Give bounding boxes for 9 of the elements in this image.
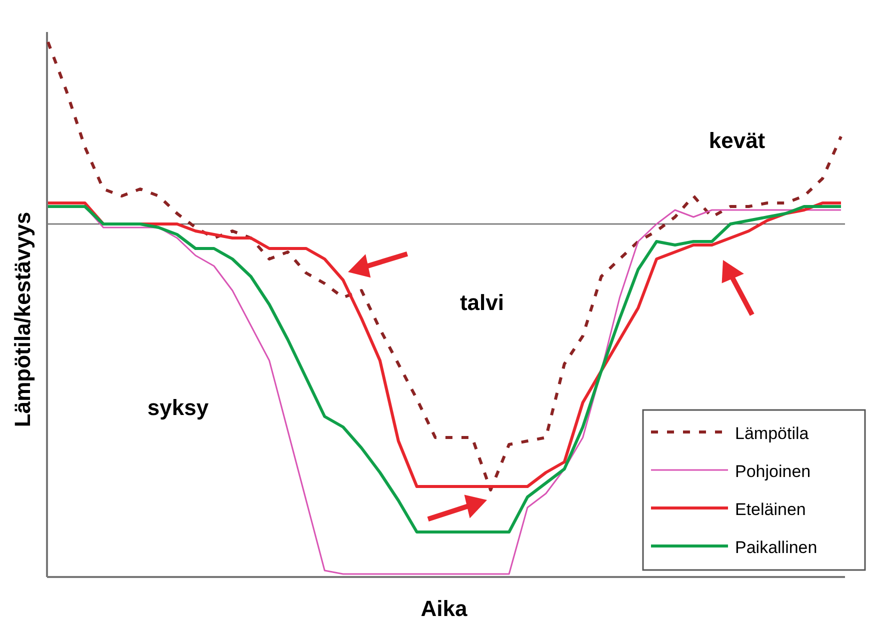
x-axis-title: Aika [420,596,468,621]
y-axis-title: Lämpötila/kestävyys [10,212,35,428]
annotation: talvi [460,290,504,315]
annotation: kevät [708,128,766,153]
legend-label: Lämpötila [735,424,810,443]
legend-label: Eteläinen [735,500,806,519]
legend-label: Pohjoinen [735,462,811,481]
legend-label: Paikallinen [735,538,818,557]
annotation: syksy [147,395,210,420]
